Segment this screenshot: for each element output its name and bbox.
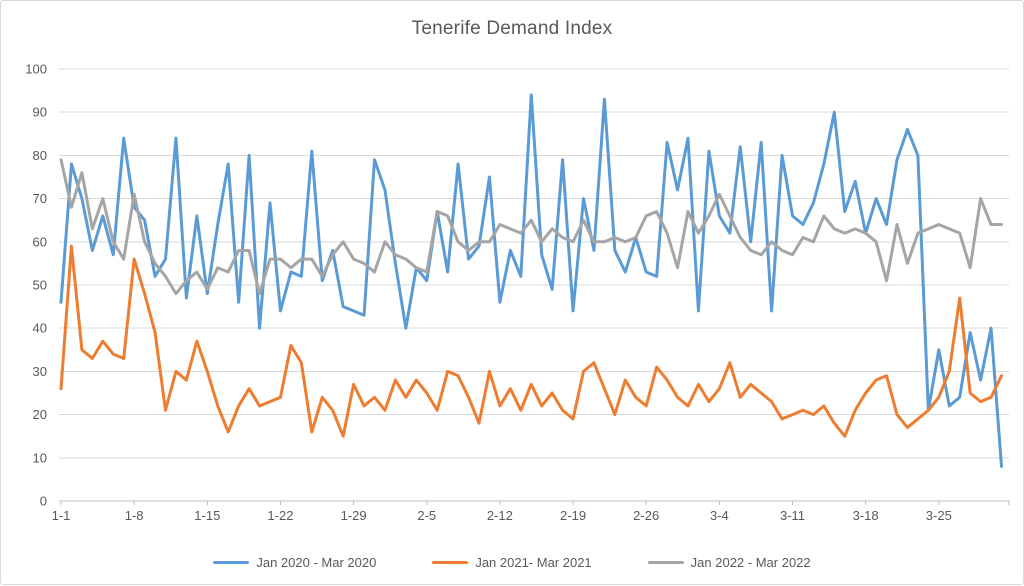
x-tick-label: 2-19 [560,508,586,523]
y-tick-label: 80 [33,148,47,163]
y-tick-label: 50 [33,278,47,293]
x-tick-label: 1-22 [267,508,293,523]
x-tick-label: 2-26 [633,508,659,523]
legend-line-swatch [432,561,469,564]
legend-item: Jan 2020 - Mar 2020 [213,555,376,570]
x-tick-label: 3-11 [780,508,805,523]
y-tick-label: 60 [33,234,47,249]
legend-line-swatch [213,561,250,564]
legend: Jan 2020 - Mar 2020 Jan 2021- Mar 2021 J… [1,555,1023,570]
x-tick-label: 1-1 [52,508,71,523]
legend-item: Jan 2022 - Mar 2022 [647,555,811,570]
legend-label: Jan 2020 - Mar 2020 [256,555,377,570]
series-line-jan-2020-mar-2020 [59,93,1003,468]
y-tick-label: 40 [33,321,47,336]
x-tick-label: 2-5 [417,508,436,523]
y-tick-label: 10 [33,450,47,465]
legend-label: Jan 2022 - Mar 2022 [690,555,811,570]
series-line-jan-2022-mar-2022 [59,158,1003,296]
x-tick-label: 2-12 [487,508,513,523]
legend-label: Jan 2021- Mar 2021 [475,555,592,570]
x-tick-label: 1-15 [194,508,220,523]
x-tick-label: 3-18 [853,508,879,523]
y-tick-label: 90 [33,105,47,120]
y-tick-label: 0 [40,494,47,509]
y-tick-label: 100 [25,62,47,77]
x-tick-label: 3-4 [710,508,729,523]
x-tick-label: 3-25 [926,508,952,523]
y-tick-label: 70 [33,191,47,206]
x-tick-label: 1-8 [125,508,144,523]
legend-line-swatch [647,561,684,564]
legend-item: Jan 2021- Mar 2021 [432,555,592,570]
y-tick-label: 30 [33,364,47,379]
y-tick-label: 20 [33,407,47,422]
chart-title: Tenerife Demand Index [411,18,613,39]
x-tick-label: 1-29 [341,508,367,523]
series-line-jan-2021-mar-2021 [59,244,1003,438]
